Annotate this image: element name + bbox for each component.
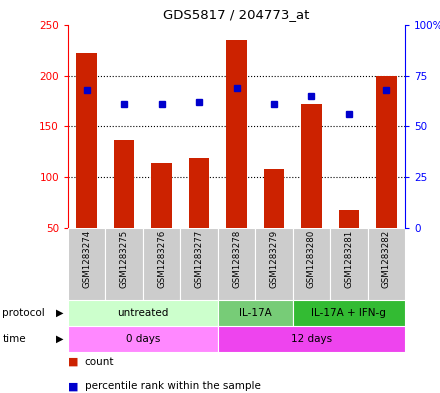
Bar	[68, 300, 218, 326]
Bar	[376, 76, 396, 228]
Bar	[367, 228, 405, 300]
Bar	[218, 228, 255, 300]
Text: GSM1283275: GSM1283275	[120, 230, 128, 288]
Text: ▶: ▶	[56, 308, 64, 318]
Bar	[338, 210, 359, 228]
Text: time: time	[2, 334, 26, 344]
Text: GSM1283278: GSM1283278	[232, 230, 241, 288]
Text: percentile rank within the sample: percentile rank within the sample	[85, 381, 260, 391]
Text: IL-17A: IL-17A	[239, 308, 271, 318]
Text: ■: ■	[68, 381, 82, 391]
Text: 0 days: 0 days	[126, 334, 160, 344]
Bar	[264, 169, 284, 228]
Bar	[114, 140, 135, 228]
Bar	[226, 40, 247, 228]
Bar	[151, 163, 172, 228]
Bar	[143, 228, 180, 300]
Text: untreated: untreated	[117, 308, 169, 318]
Text: IL-17A + IFN-g: IL-17A + IFN-g	[312, 308, 386, 318]
Bar	[180, 228, 218, 300]
Text: protocol: protocol	[2, 308, 45, 318]
Bar	[255, 228, 293, 300]
Text: count: count	[85, 357, 114, 367]
Text: GSM1283279: GSM1283279	[269, 230, 279, 288]
Bar	[106, 228, 143, 300]
Bar	[293, 300, 405, 326]
Bar	[301, 104, 322, 228]
Bar	[68, 326, 218, 352]
Bar	[189, 158, 209, 228]
Text: ■: ■	[68, 357, 82, 367]
Text: GSM1283282: GSM1283282	[382, 230, 391, 288]
Text: 12 days: 12 days	[291, 334, 332, 344]
Bar	[330, 228, 367, 300]
Bar	[293, 228, 330, 300]
Text: GSM1283274: GSM1283274	[82, 230, 91, 288]
Title: GDS5817 / 204773_at: GDS5817 / 204773_at	[163, 8, 310, 21]
Text: GSM1283277: GSM1283277	[194, 230, 204, 288]
Text: GSM1283276: GSM1283276	[157, 230, 166, 288]
Bar	[218, 326, 405, 352]
Bar	[77, 53, 97, 228]
Text: ▶: ▶	[56, 334, 64, 344]
Bar	[68, 228, 106, 300]
Text: GSM1283280: GSM1283280	[307, 230, 316, 288]
Text: GSM1283281: GSM1283281	[345, 230, 353, 288]
Bar	[218, 300, 293, 326]
